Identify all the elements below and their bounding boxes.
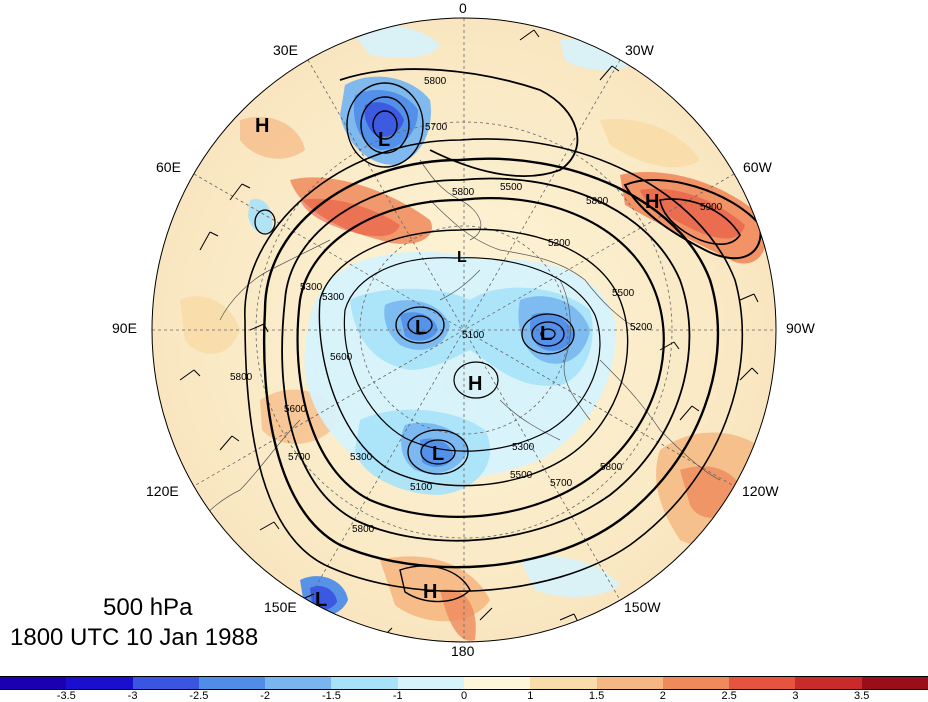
contour-label: 5800 bbox=[424, 76, 447, 87]
contour-label: 5900 bbox=[700, 202, 723, 213]
colorbar-swatch bbox=[729, 676, 795, 690]
colorbar-tick-label: -1.5 bbox=[322, 690, 341, 702]
high-pressure-marker: H bbox=[645, 191, 659, 213]
high-pressure-marker: H bbox=[468, 373, 482, 395]
longitude-label: 60E bbox=[156, 159, 181, 175]
contour-label: 5600 bbox=[284, 404, 307, 415]
high-pressure-marker: H bbox=[423, 581, 437, 603]
colorbar-tick-label: -1 bbox=[393, 690, 403, 702]
contour-label: 5300 bbox=[512, 442, 535, 453]
colorbar-tick-label: -2.5 bbox=[189, 690, 208, 702]
contour-label: 5100 bbox=[462, 330, 485, 341]
longitude-label: 180 bbox=[451, 643, 474, 659]
contour-label: 5700 bbox=[288, 452, 311, 463]
colorbar-swatch bbox=[66, 676, 132, 690]
low-pressure-marker: L bbox=[378, 129, 390, 151]
contour-label: 5200 bbox=[630, 322, 653, 333]
contour-label: 5700 bbox=[550, 478, 573, 489]
colorbar-tick-label: 3.5 bbox=[854, 690, 869, 702]
map-level-label: 500 hPa bbox=[103, 594, 192, 622]
contour-label: 5300 bbox=[350, 452, 373, 463]
contour-label: 5300 bbox=[322, 292, 345, 303]
contour-label: 5800 bbox=[352, 524, 375, 535]
contour-label: 5800 bbox=[452, 187, 475, 198]
contour-label: 5800 bbox=[586, 196, 609, 207]
colorbar: -3.5 -3 -2.5 -2 -1.5 -1 0 1 1.5 2 2.5 3 3.5 bbox=[0, 676, 928, 702]
colorbar-swatch bbox=[265, 676, 331, 690]
low-pressure-marker: L bbox=[540, 323, 552, 345]
colorbar-tick-label: 1.5 bbox=[589, 690, 604, 702]
contour-label: 5300 bbox=[300, 282, 323, 293]
longitude-label: 120W bbox=[742, 483, 779, 499]
longitude-label: 90W bbox=[786, 320, 815, 336]
longitude-label: 30E bbox=[273, 42, 298, 58]
longitude-label: 150W bbox=[624, 599, 661, 615]
colorbar-tick-label: -2 bbox=[260, 690, 270, 702]
contour-label: 5800 bbox=[600, 462, 623, 473]
longitude-label: 0 bbox=[459, 0, 467, 16]
contour-label: 5500 bbox=[510, 470, 533, 481]
contour-label: 5200 bbox=[548, 238, 571, 249]
high-pressure-marker: H bbox=[255, 115, 269, 137]
low-pressure-marker: L bbox=[415, 317, 427, 339]
contour-label: 5700 bbox=[425, 122, 448, 133]
colorbar-tick-label: -3 bbox=[128, 690, 138, 702]
low-pressure-marker: L bbox=[315, 589, 327, 611]
low-pressure-marker: L bbox=[457, 249, 467, 266]
colorbar-swatch bbox=[0, 676, 66, 690]
colorbar-tick-label: 1 bbox=[527, 690, 533, 702]
colorbar-tick-label: 0 bbox=[461, 690, 467, 702]
longitude-label: 30W bbox=[625, 42, 654, 58]
contour-label: 5100 bbox=[410, 482, 433, 493]
colorbar-swatch bbox=[199, 676, 265, 690]
map-time-label: 1800 UTC 10 Jan 1988 bbox=[10, 624, 258, 652]
colorbar-tick-label: 3 bbox=[792, 690, 798, 702]
colorbar-swatch bbox=[398, 676, 464, 690]
colorbar-swatch bbox=[663, 676, 729, 690]
contour-label: 5500 bbox=[500, 182, 523, 193]
colorbar-tick-label: -3.5 bbox=[57, 690, 76, 702]
low-pressure-marker: L bbox=[432, 443, 444, 465]
colorbar-swatch bbox=[464, 676, 530, 690]
colorbar-swatch bbox=[331, 676, 397, 690]
contour-label: 5600 bbox=[330, 352, 353, 363]
contour-label: 5500 bbox=[612, 288, 635, 299]
colorbar-swatch bbox=[597, 676, 663, 690]
colorbar-swatch bbox=[795, 676, 861, 690]
colorbar-swatch bbox=[133, 676, 199, 690]
longitude-label: 150E bbox=[264, 599, 297, 615]
longitude-label: 90E bbox=[112, 320, 137, 336]
contour-label: 5800 bbox=[230, 372, 253, 383]
longitude-label: 120E bbox=[146, 483, 179, 499]
colorbar-tick-label: 2.5 bbox=[721, 690, 736, 702]
colorbar-swatch bbox=[530, 676, 596, 690]
longitude-label: 60W bbox=[743, 159, 772, 175]
colorbar-tick-label: 2 bbox=[660, 690, 666, 702]
colorbar-swatch bbox=[862, 676, 928, 690]
